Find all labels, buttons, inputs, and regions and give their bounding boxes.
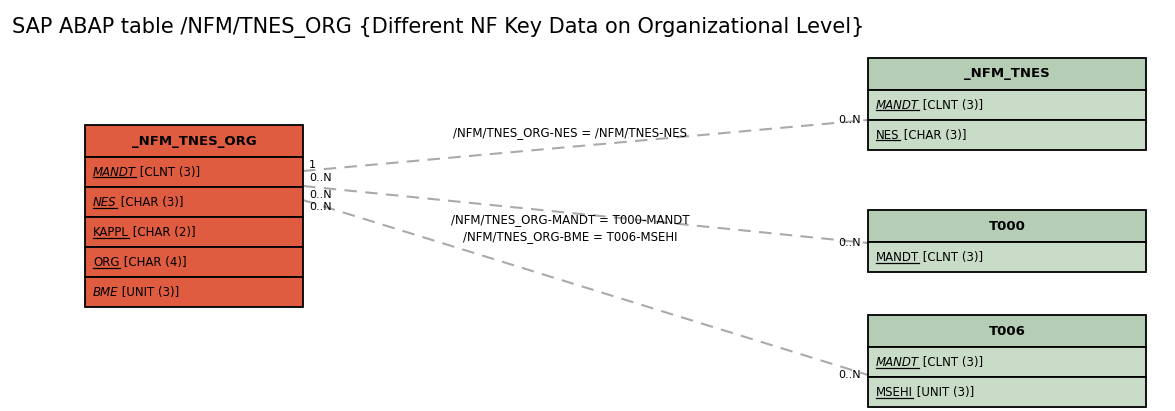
Text: [CHAR (4)]: [CHAR (4)] xyxy=(120,256,186,268)
Text: 0..N: 0..N xyxy=(839,115,861,125)
Bar xyxy=(868,347,1146,377)
Bar xyxy=(85,157,303,187)
Text: [CHAR (3)]: [CHAR (3)] xyxy=(116,196,183,208)
Bar xyxy=(85,247,303,277)
Text: BME: BME xyxy=(93,286,119,298)
Bar xyxy=(85,277,303,307)
Bar xyxy=(868,315,1146,347)
Text: [CHAR (3)]: [CHAR (3)] xyxy=(900,129,966,141)
Text: _NFM_TNES_ORG: _NFM_TNES_ORG xyxy=(132,134,256,148)
Text: [CHAR (2)]: [CHAR (2)] xyxy=(129,226,195,238)
Bar xyxy=(868,210,1146,242)
Bar xyxy=(85,217,303,247)
Text: /NFM/TNES_ORG-BME = T006-MSEHI: /NFM/TNES_ORG-BME = T006-MSEHI xyxy=(463,231,677,243)
Bar xyxy=(868,90,1146,120)
Text: [CLNT (3)]: [CLNT (3)] xyxy=(919,250,983,263)
Bar xyxy=(85,125,303,157)
Text: [CLNT (3)]: [CLNT (3)] xyxy=(919,356,983,369)
Text: SAP ABAP table /NFM/TNES_ORG {Different NF Key Data on Organizational Level}: SAP ABAP table /NFM/TNES_ORG {Different … xyxy=(12,16,865,37)
Text: MSEHI: MSEHI xyxy=(877,386,913,399)
Bar xyxy=(85,187,303,217)
Text: 0..N: 0..N xyxy=(839,370,861,380)
Text: T006: T006 xyxy=(988,325,1026,337)
Text: [UNIT (3)]: [UNIT (3)] xyxy=(119,286,180,298)
Text: MANDT: MANDT xyxy=(877,250,919,263)
Text: T000: T000 xyxy=(988,219,1026,233)
Text: 1: 1 xyxy=(309,160,316,170)
Text: MANDT: MANDT xyxy=(93,166,136,178)
Bar xyxy=(868,58,1146,90)
Text: KAPPL: KAPPL xyxy=(93,226,129,238)
Text: _NFM_TNES: _NFM_TNES xyxy=(965,67,1050,81)
Text: [CLNT (3)]: [CLNT (3)] xyxy=(919,99,983,111)
Text: /NFM/TNES_ORG-NES = /NFM/TNES-NES: /NFM/TNES_ORG-NES = /NFM/TNES-NES xyxy=(454,127,687,139)
Text: 0..N: 0..N xyxy=(309,173,331,183)
Bar xyxy=(868,242,1146,272)
Bar xyxy=(868,120,1146,150)
Text: MANDT: MANDT xyxy=(877,99,919,111)
Text: NES: NES xyxy=(93,196,116,208)
Bar xyxy=(868,377,1146,407)
Text: /NFM/TNES_ORG-MANDT = T000-MANDT: /NFM/TNES_ORG-MANDT = T000-MANDT xyxy=(451,213,690,226)
Text: NES: NES xyxy=(877,129,900,141)
Text: MANDT: MANDT xyxy=(877,356,919,369)
Text: [UNIT (3)]: [UNIT (3)] xyxy=(913,386,974,399)
Text: [CLNT (3)]: [CLNT (3)] xyxy=(136,166,200,178)
Text: 0..N: 0..N xyxy=(839,238,861,248)
Text: 0..N: 0..N xyxy=(309,202,331,212)
Text: ORG: ORG xyxy=(93,256,120,268)
Text: 0..N: 0..N xyxy=(309,190,331,200)
